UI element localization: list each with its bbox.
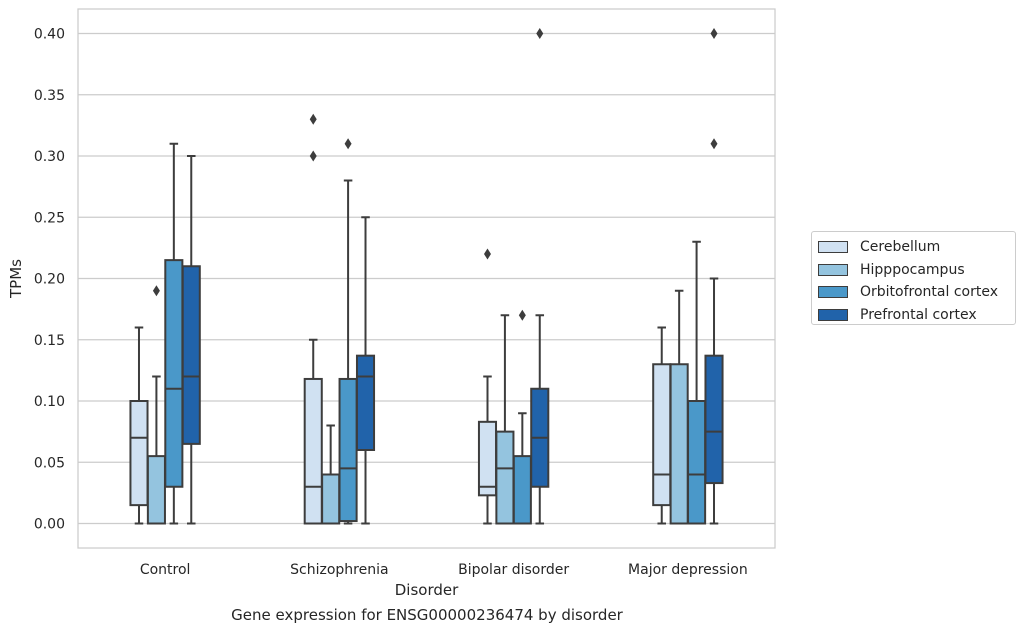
y-tick-label: 0.35	[34, 88, 65, 104]
y-tick-label: 0.15	[34, 333, 65, 349]
box-body	[181, 265, 201, 445]
box-2-2	[512, 309, 532, 525]
box-body	[652, 363, 672, 507]
x-tick-label: Control	[140, 562, 191, 578]
legend-label-hippocampus: Hipppocampus	[860, 261, 965, 278]
x-axis-label: Disorder	[395, 581, 459, 599]
box-body	[164, 259, 184, 488]
box-3-3	[704, 28, 724, 525]
outlier-point	[536, 28, 544, 39]
plot-frame	[77, 8, 776, 549]
box-group	[129, 28, 724, 525]
box-0-0	[129, 326, 149, 525]
x-tick-label: Schizophrenia	[290, 562, 388, 578]
x-tick-labels: Control Schizophrenia Bipolar disorder Majo…	[140, 562, 748, 578]
legend-item-cerebellum: Cerebellum	[818, 236, 1015, 259]
legend-swatch-cerebellum	[818, 241, 848, 254]
box-body	[321, 473, 341, 525]
box-2-3	[530, 28, 550, 525]
legend-item-orbitofrontal-cortex: Orbitofrontal cortex	[818, 281, 1015, 304]
outlier-point	[710, 138, 718, 150]
outlier-point	[344, 138, 352, 150]
legend-item-prefrontal-cortex: Prefrontal cortex	[818, 304, 1015, 327]
box-body	[146, 455, 166, 525]
box-body	[495, 430, 515, 525]
figure-caption: Gene expression for ENSG00000236474 by d…	[231, 606, 623, 624]
y-tick-label: 0.00	[34, 517, 65, 533]
legend-swatch-prefrontal-cortex	[818, 308, 848, 321]
legend: Cerebellum Hipppocampus Orbitofrontal co…	[811, 231, 1016, 325]
box-0-3	[181, 155, 201, 525]
box-body	[129, 400, 149, 507]
box-body	[512, 455, 532, 525]
y-tick-label: 0.20	[34, 272, 65, 288]
legend-swatch-hippocampus	[818, 263, 848, 276]
y-tick-label: 0.30	[34, 149, 65, 165]
box-3-2	[687, 240, 707, 525]
y-tick-label: 0.05	[34, 455, 65, 471]
box-0-1	[146, 285, 166, 525]
legend-label-orbitofrontal-cortex: Orbitofrontal cortex	[860, 284, 998, 301]
x-tick-label: Bipolar disorder	[458, 562, 569, 578]
box-body	[338, 377, 358, 523]
outlier-point	[152, 285, 160, 297]
box-body	[669, 363, 689, 525]
y-tick-label: 0.25	[34, 210, 65, 226]
y-tick-labels: 0.00 0.05 0.10 0.15 0.20 0.25 0.30 0.35 0.40	[34, 27, 65, 533]
legend-swatch-orbitofrontal-cortex	[818, 286, 848, 299]
outlier-point	[710, 28, 718, 39]
box-3-0	[652, 326, 672, 525]
y-tick-label: 0.40	[34, 27, 65, 43]
box-body	[687, 400, 707, 525]
box-body	[704, 354, 724, 485]
box-body	[477, 420, 498, 497]
box-body	[303, 377, 323, 525]
y-tick-label: 0.10	[34, 394, 65, 410]
outlier-point	[483, 248, 491, 260]
outlier-point	[309, 150, 317, 162]
outlier-point	[309, 113, 317, 125]
box-1-0	[303, 113, 323, 525]
box-1-3	[355, 216, 376, 525]
box-3-1	[669, 289, 689, 525]
outlier-point	[518, 309, 526, 321]
y-axis-label: TPMs	[7, 259, 25, 299]
legend-item-hippocampus: Hipppocampus	[818, 259, 1015, 282]
legend-label-prefrontal-cortex: Prefrontal cortex	[860, 306, 977, 323]
box-body	[355, 354, 376, 451]
legend-label-cerebellum: Cerebellum	[860, 239, 941, 256]
x-tick-label: Major depression	[628, 562, 748, 578]
